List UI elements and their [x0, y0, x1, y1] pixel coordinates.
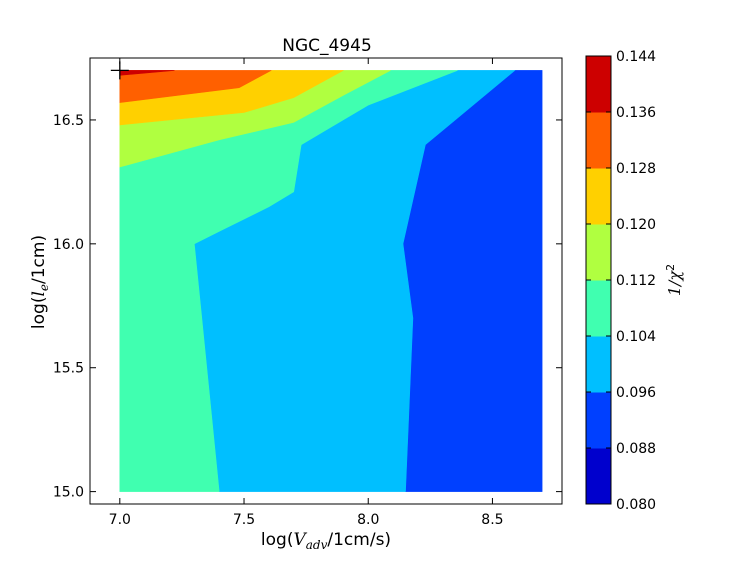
colorbar-label-lhs: 1/: [665, 279, 684, 296]
y-axis-label: log(le/1cm): [29, 235, 51, 329]
y-axis-ticks: 15.0 15.5 16.0 16.5: [53, 113, 562, 501]
colorbar-tick-label-0: 0.080: [616, 497, 656, 513]
colorbar-label: 1/χ2: [664, 264, 684, 296]
colorbar-tick-label-5: 0.120: [616, 217, 656, 233]
colorbar-swatch-7: [586, 56, 611, 113]
x-axis-label-prefix: log(: [261, 530, 294, 550]
y-axis-label-subscript: e: [37, 284, 51, 291]
y-axis-label-suffix: /1cm): [29, 235, 49, 284]
contour-regions: [119, 70, 543, 492]
colorbar: [585, 55, 612, 505]
y-tick-label-1: 15.5: [53, 361, 84, 377]
colorbar-tick-label-3: 0.104: [616, 329, 656, 345]
y-tick-label-2: 16.0: [53, 237, 84, 253]
colorbar-swatch-5: [586, 168, 611, 225]
y-tick-label-0: 15.0: [53, 485, 84, 501]
y-axis-label-prefix: log(: [29, 297, 49, 330]
x-tick-label-2: 8.0: [357, 512, 379, 528]
colorbar-swatch-3: [586, 280, 611, 337]
colorbar-tick-label-1: 0.088: [616, 441, 656, 457]
colorbar-tick-label-2: 0.096: [616, 385, 656, 401]
colorbar-swatch-2: [586, 336, 611, 393]
plot-frame: [89, 57, 563, 505]
colorbar-ticks: 0.080 0.088 0.096 0.104 0.112 0.120 0.128 0.136…: [586, 49, 656, 513]
chart-title: NGC_4945: [282, 36, 372, 56]
colorbar-label-superscript: 2: [664, 264, 677, 271]
colorbar-tick-label-6: 0.128: [616, 161, 656, 177]
colorbar-tick-label-7: 0.136: [616, 105, 656, 121]
colorbar-swatch-1: [586, 392, 611, 449]
colorbar-swatch-0: [586, 448, 611, 505]
colorbar-tick-label-4: 0.112: [616, 273, 656, 289]
x-axis-label-symbol: V: [293, 530, 307, 550]
colorbar-swatch-6: [586, 112, 611, 169]
x-tick-label-1: 7.5: [233, 512, 255, 528]
contour-region-5: [119, 70, 272, 103]
colorbar-tick-label-8: 0.144: [616, 49, 656, 65]
colorbar-label-symbol: χ: [665, 270, 684, 282]
y-axis-label-symbol: l: [29, 291, 49, 296]
x-axis-ticks: 7.0 7.5 8.0 8.5: [109, 58, 504, 528]
x-tick-label-3: 8.5: [481, 512, 503, 528]
x-axis-label-subscript: adv: [306, 538, 328, 552]
colorbar-swatch-4: [586, 224, 611, 281]
x-axis-label-suffix: /1cm/s): [327, 530, 391, 550]
best-fit-marker: [110, 61, 129, 80]
y-tick-label-3: 16.5: [53, 113, 84, 129]
x-axis-label: log(Vadv/1cm/s): [261, 530, 391, 552]
x-tick-label-0: 7.0: [109, 512, 131, 528]
